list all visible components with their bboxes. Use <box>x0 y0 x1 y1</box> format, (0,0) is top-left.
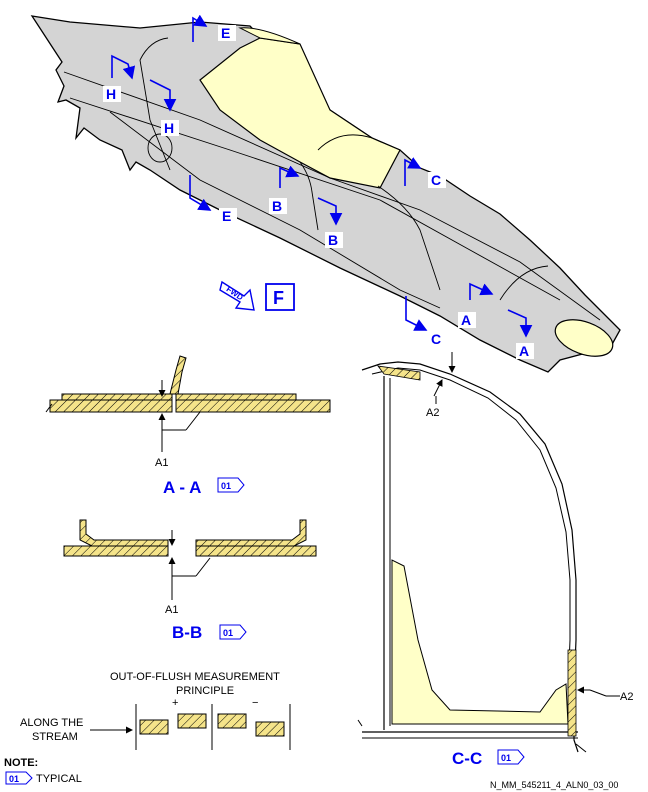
cut-label-a-bottom: A <box>519 343 529 359</box>
cut-label-a-top: A <box>461 312 471 328</box>
cut-label-h-bottom: H <box>164 120 174 136</box>
cut-label-e-top: E <box>221 25 230 41</box>
cut-label-c-bottom: C <box>431 331 441 347</box>
cut-label-e-bottom: E <box>222 208 231 224</box>
view-f-box: F <box>265 283 295 311</box>
section-c-c: A2 A2 <box>357 352 633 753</box>
section-a-a: A1 <box>45 355 331 469</box>
aa-dim-label: A1 <box>155 457 168 469</box>
principle-plus: + <box>172 697 178 709</box>
section-b-b: A1 <box>63 519 317 616</box>
principle-minus: − <box>252 697 258 709</box>
cc-dim-top: A2 <box>426 407 439 419</box>
principle-title-2: PRINCIPLE <box>176 685 234 697</box>
bb-ref: 01 <box>223 628 233 638</box>
section-c-c-title: C-C 01 <box>452 749 525 768</box>
note-text: TYPICAL <box>36 773 82 785</box>
section-b-b-title: B-B 01 <box>172 623 247 642</box>
fuselage-lines <box>63 37 601 321</box>
stream-label-1: ALONG THE <box>20 717 83 729</box>
note-heading: NOTE: <box>4 757 38 769</box>
stream-label-2: STREAM <box>32 731 78 743</box>
fwd-arrow: FWD <box>219 280 255 311</box>
principle-diagram: OUT-OF-FLUSH MEASUREMENT PRINCIPLE + − A… <box>20 671 291 750</box>
cut-lines <box>111 14 533 338</box>
aa-ref: 01 <box>221 481 231 491</box>
cc-dim-side: A2 <box>620 691 633 703</box>
principle-title-1: OUT-OF-FLUSH MEASUREMENT <box>110 671 280 683</box>
aa-title: A - A <box>163 478 201 497</box>
note: NOTE: 01 TYPICAL <box>4 757 82 785</box>
cc-ref: 01 <box>501 753 511 763</box>
cut-labels: E E H H B B C C A A <box>103 25 534 359</box>
bb-title: B-B <box>172 623 202 642</box>
cut-label-h-top: H <box>106 86 116 102</box>
bb-dim-label: A1 <box>165 604 178 616</box>
cut-label-c-top: C <box>431 172 441 188</box>
note-ref: 01 <box>9 774 19 784</box>
section-a-a-title: A - A 01 <box>163 477 245 497</box>
figure-id: N_MM_545211_4_ALN0_03_00 <box>490 780 618 790</box>
cc-title: C-C <box>452 749 482 768</box>
cut-label-b-bottom: B <box>328 232 338 248</box>
cut-label-b-top: B <box>272 198 282 214</box>
nose-cone <box>554 319 614 357</box>
canopy <box>199 27 401 189</box>
fuselage-skin <box>30 15 621 373</box>
view-f-label: F <box>273 288 284 308</box>
